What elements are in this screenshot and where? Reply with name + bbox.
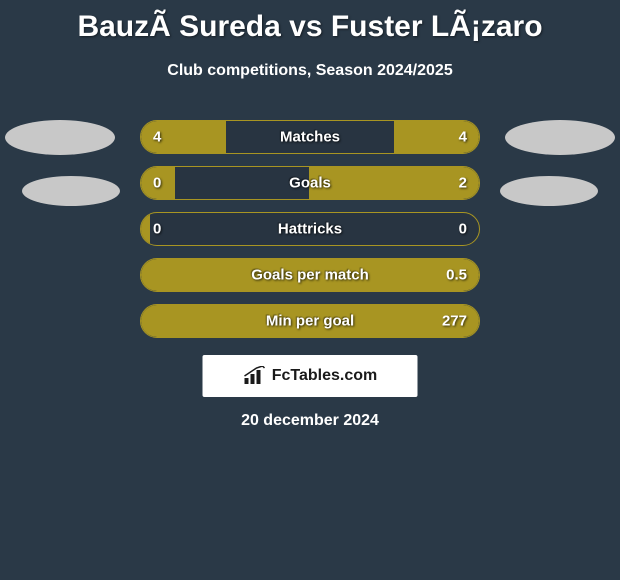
stat-bar-goals-per-match: Goals per match 0.5 (140, 258, 480, 292)
team2-logo-placeholder (500, 176, 598, 206)
bar-value-right: 0 (459, 221, 467, 238)
bar-label: Min per goal (266, 313, 354, 330)
bar-label: Hattricks (278, 221, 342, 238)
bar-value-left: 0 (153, 221, 161, 238)
bar-value-right: 277 (442, 313, 467, 330)
bar-value-right: 0.5 (446, 267, 467, 284)
stat-bar-matches: 4 Matches 4 (140, 120, 480, 154)
bar-fill-right (309, 167, 479, 199)
player1-avatar-placeholder (5, 120, 115, 155)
player2-avatar-placeholder (505, 120, 615, 155)
bar-fill-left (141, 213, 150, 245)
bar-value-left: 4 (153, 129, 161, 146)
bar-label: Goals per match (251, 267, 369, 284)
bar-value-left: 0 (153, 175, 161, 192)
page-title: BauzÃ Sureda vs Fuster LÃ¡zaro (0, 0, 620, 44)
bar-label: Goals (289, 175, 331, 192)
fctables-logo: FcTables.com (203, 355, 418, 397)
date-text: 20 december 2024 (241, 412, 379, 430)
subtitle-text: Club competitions, Season 2024/2025 (0, 62, 620, 80)
team1-logo-placeholder (22, 176, 120, 206)
bar-value-right: 4 (459, 129, 467, 146)
bars-chart-icon (243, 366, 267, 386)
stat-bar-min-per-goal: Min per goal 277 (140, 304, 480, 338)
comparison-bars: 4 Matches 4 0 Goals 2 0 Hattricks 0 Goals per mat… (140, 120, 480, 350)
bar-value-right: 2 (459, 175, 467, 192)
stat-bar-hattricks: 0 Hattricks 0 (140, 212, 480, 246)
bar-label: Matches (280, 129, 340, 146)
stat-bar-goals: 0 Goals 2 (140, 166, 480, 200)
logo-text: FcTables.com (272, 367, 378, 385)
